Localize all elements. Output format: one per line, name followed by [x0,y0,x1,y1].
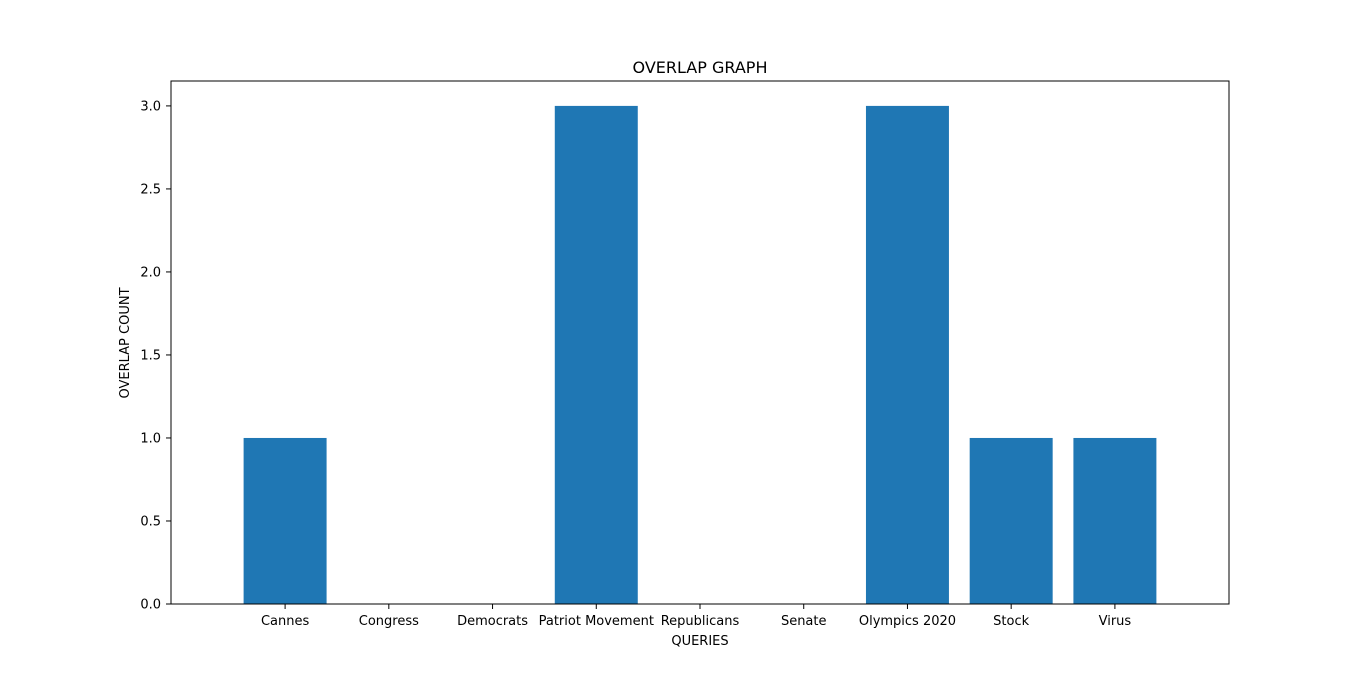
x-tick-label: Congress [359,614,419,629]
x-tick-label: Virus [1099,614,1132,629]
x-tick-label: Olympics 2020 [859,614,956,629]
y-axis: 0.0 0.5 1.0 1.5 2.0 2.5 3.0 [140,99,171,613]
x-tick-label: Democrats [457,614,528,629]
x-axis: Cannes Congress Democrats Patriot Movement R… [261,604,1131,629]
y-tick-label: 2.5 [140,182,161,197]
bar-stock [969,437,1053,604]
x-tick-label: Senate [781,614,827,629]
x-tick-label: Stock [993,614,1029,629]
x-axis-label: QUERIES [671,634,728,649]
bars-group [243,105,1157,605]
x-tick-label: Republicans [661,614,740,629]
bar-cannes [243,437,327,604]
x-tick-label: Cannes [261,614,310,629]
y-tick-label: 0.5 [140,514,161,529]
y-tick-label: 2.0 [140,265,161,280]
plot-frame [170,80,1230,605]
bar-virus [1073,437,1157,604]
y-tick-label: 1.5 [140,348,161,363]
y-tick-label: 3.0 [140,99,161,114]
x-tick-label: Patriot Movement [539,614,654,629]
bar-olympics-2020 [865,105,949,605]
y-tick-label: 0.0 [140,598,161,613]
chart-title: OVERLAP GRAPH [633,58,768,77]
y-axis-label: OVERLAP COUNT [118,287,133,398]
y-tick-label: 1.0 [140,431,161,446]
bar-patriot-movement [554,105,638,605]
